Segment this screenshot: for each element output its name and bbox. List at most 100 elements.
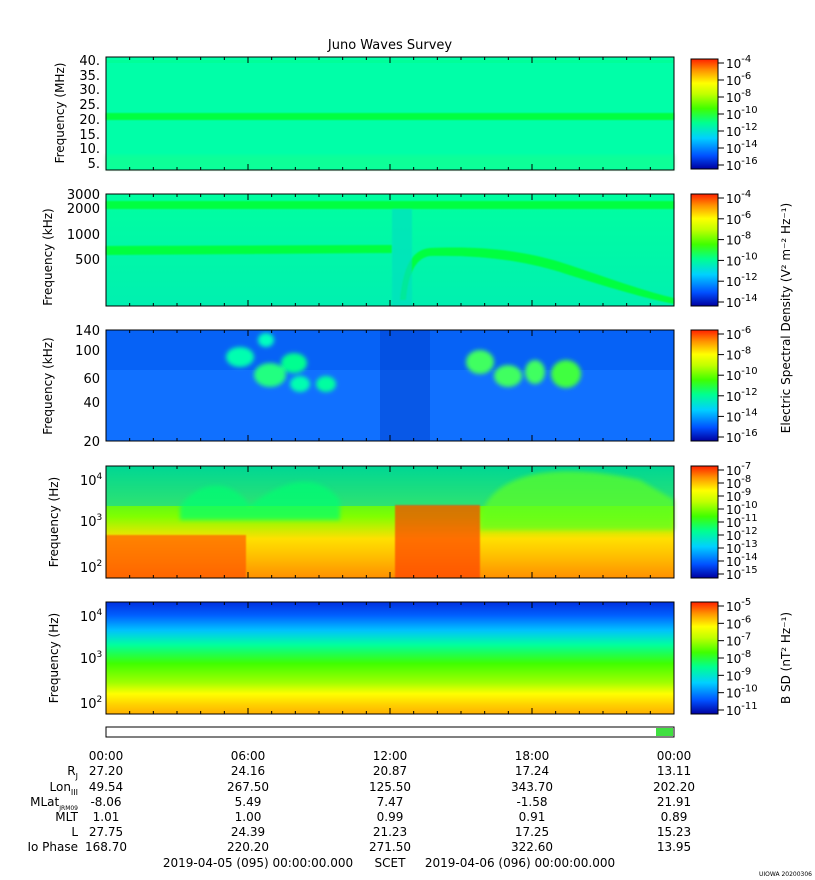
footer-end-time: 2019-04-06 (096) 00:00:00.000	[425, 856, 615, 870]
cbar-5-exp-3: -8	[741, 649, 751, 660]
x-axis-labels: 00:00 06:00 12:00 18:00 00:00	[89, 749, 692, 763]
burst-7	[466, 350, 494, 374]
burst-2	[258, 333, 274, 347]
cbar-4-exp-2: -9	[741, 487, 751, 498]
panel-2-ylabel: Frequency (kHz)	[41, 208, 55, 305]
eph-l-1: 24.39	[231, 825, 265, 839]
burst-3	[254, 363, 286, 387]
cbar-1-label-0: 10-4	[726, 54, 751, 71]
colorbar-5	[690, 601, 719, 715]
cbar-5-label-0: 10-5	[726, 597, 751, 614]
p5-ytick-1-exp: 3	[97, 650, 103, 660]
cbar-1-exp-3: -10	[741, 105, 757, 116]
cbar-3-exp-2: -10	[741, 366, 757, 377]
p3-ytick-2: 60	[83, 372, 100, 387]
eph-mlt-4: 0.89	[661, 810, 688, 824]
p3-ytick-3: 40	[83, 396, 100, 411]
cbar-2-exp-0: -4	[741, 189, 751, 200]
panel-2-descending-band	[400, 247, 674, 304]
eph-mlat-label: MLat	[30, 795, 59, 809]
cbar-1-label-4: 10-12	[726, 122, 758, 139]
p1-ytick-6: 10.	[79, 142, 100, 157]
eph-mlat-0: -8.06	[90, 795, 121, 809]
eph-lon-label: Lon	[50, 780, 71, 794]
p1-ytick-3: 25.	[79, 98, 100, 113]
eph-mlt-2: 0.99	[377, 810, 404, 824]
cbar-4-exp-7: -14	[741, 552, 757, 563]
colorbar-3-label: Electric Spectral Density (V² m⁻² Hz⁻¹)	[779, 203, 793, 433]
eph-mlt-3: 0.91	[519, 810, 546, 824]
cbar-2-exp-5: -14	[741, 293, 757, 304]
p2-ytick-3: 500	[75, 253, 100, 268]
cbar-1-exp-2: -8	[741, 88, 751, 99]
cbar-4-label-8: 10-15	[726, 565, 758, 582]
ephemeris-row-rj: RJ 27.20 24.16 20.87 17.24 13.11	[67, 764, 691, 781]
footer-start-time: 2019-04-05 (095) 00:00:00.000	[163, 856, 353, 870]
p5-ytick-1-base: 103	[80, 650, 102, 667]
cbar-3-label-5: 10-16	[726, 428, 758, 445]
panel-2: Frequency (kHz) 3000 2000 1000 500	[41, 188, 675, 307]
cbar-2-label-2: 10-8	[726, 231, 751, 248]
burst-5	[290, 376, 310, 392]
uiowa-stamp: UIOWA 20200306	[759, 871, 812, 878]
xlabel-2: 12:00	[373, 749, 408, 763]
cbar-5-exp-0: -5	[741, 597, 751, 608]
p4-ytick-1-base: 103	[80, 513, 102, 530]
cbar-1-exp-6: -16	[741, 156, 757, 167]
data-coverage-bar	[105, 726, 675, 738]
cbar-5-label-3: 10-8	[726, 649, 751, 666]
p2-ytick-2: 1000	[67, 228, 100, 243]
cbar-5-exp-1: -6	[741, 614, 751, 625]
eph-label-mlt: MLT	[55, 810, 78, 824]
cbar-4-exp-6: -13	[741, 539, 757, 550]
cbar-2-exp-2: -8	[741, 231, 751, 242]
eph-mlat-3: -1.58	[516, 795, 547, 809]
eph-label-io: Io Phase	[27, 840, 78, 854]
colorbar-3	[690, 329, 719, 442]
p2-ytick-1: 2000	[67, 202, 100, 217]
burst-1	[226, 347, 254, 367]
eph-io-3: 322.60	[511, 840, 553, 854]
cbar-1-label-1: 10-6	[726, 71, 751, 88]
cbar-4-exp-5: -12	[741, 526, 757, 537]
eph-label-mlat: MLatJRM09	[30, 795, 78, 812]
eph-l-4: 15.23	[657, 825, 691, 839]
panel-2-band-650khz	[106, 245, 392, 255]
p3-ytick-0: 140	[75, 324, 100, 339]
cbar-5-exp-6: -11	[741, 701, 757, 712]
cbar-3-exp-0: -6	[741, 325, 751, 336]
p1-ytick-1: 35.	[79, 69, 100, 84]
panel-4-envelope-1	[180, 481, 340, 520]
burst-10	[551, 360, 581, 388]
colorbar-1	[690, 58, 719, 170]
cbar-5-label-1: 10-6	[726, 614, 751, 631]
panel-1: Frequency (MHz) 40. 35. 30. 25. 20. 15. …	[53, 54, 675, 172]
cbar-4-exp-0: -7	[741, 461, 751, 472]
colorbar-ticks: 10-410-610-810-1010-1210-1410-1610-410-6…	[718, 54, 758, 718]
eph-l-2: 21.23	[373, 825, 407, 839]
burst-6	[316, 376, 336, 392]
eph-mlt-0: 1.01	[93, 810, 120, 824]
colorbars	[690, 58, 719, 715]
colorbar-5-label: B SD (nT² Hz⁻¹)	[779, 612, 793, 704]
panel-5-ylabel: Frequency (Hz)	[47, 613, 61, 704]
panel-4: Frequency (Hz) 104 103 102	[47, 465, 675, 579]
eph-lon-3: 343.70	[511, 780, 553, 794]
panel-4-envelope-2	[480, 471, 674, 530]
panel-4-ylabel: Frequency (Hz)	[47, 477, 61, 568]
eph-mlat-2: 7.47	[377, 795, 404, 809]
xlabel-0: 00:00	[89, 749, 124, 763]
p5-ytick-0-exp: 4	[97, 608, 103, 618]
cbar-1-label-3: 10-10	[726, 105, 758, 122]
chart-title: Juno Waves Survey	[327, 38, 453, 53]
eph-mlat-4: 21.91	[657, 795, 691, 809]
panel-2-gap	[392, 209, 412, 306]
eph-lon-4: 202.20	[653, 780, 695, 794]
burst-4	[281, 353, 307, 373]
cbar-3-exp-1: -8	[741, 346, 751, 357]
cbar-3-label-1: 10-8	[726, 346, 751, 363]
coverage-bar-fill	[656, 728, 673, 736]
cbar-1-label-2: 10-8	[726, 88, 751, 105]
p3-ytick-1: 100	[75, 344, 100, 359]
cbar-4-exp-8: -15	[741, 565, 757, 576]
